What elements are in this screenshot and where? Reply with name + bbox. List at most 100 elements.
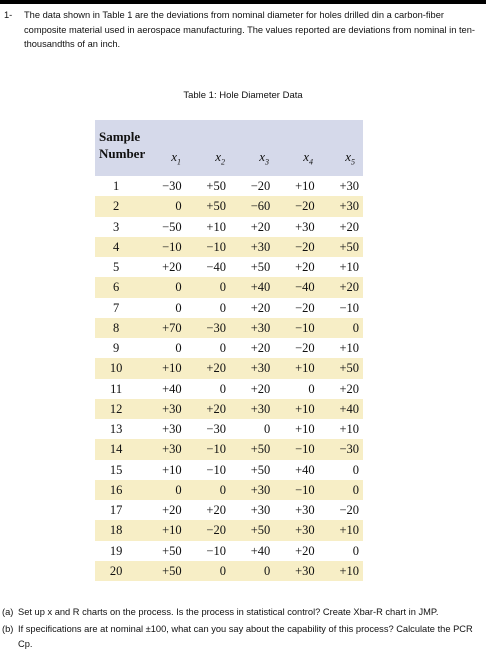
problem-text: The data shown in Table 1 are the deviat… <box>24 10 475 49</box>
table-row: 20 +50 0 0 +30 +10 <box>95 560 363 581</box>
value-cell-x5: +30 <box>339 199 359 214</box>
value-cell-x4: +30 <box>295 219 315 234</box>
value-cell-x2: +20 <box>206 401 226 416</box>
value-cell-x1: +30 <box>162 422 182 437</box>
table-row: 15 +10 −10 +50 +40 0 <box>95 460 363 480</box>
value-cell-x2: 0 <box>219 381 226 396</box>
value-cell-x4: −20 <box>295 239 315 254</box>
sample-number-cell: 3 <box>113 219 120 234</box>
column-header-x1: x1 <box>171 149 181 167</box>
value-cell-x2: 0 <box>219 482 226 497</box>
hole-diameter-table: Sample Number x1 x2 x3 x4 x5 1 −30 +50 −20 +… <box>95 120 363 581</box>
data-table: 1 −30 +50 −20 +10 +30 2 0 +50 −60 −20 +30 3 −50 +10 +20… <box>95 176 363 581</box>
table-row: 4 −10 −10 +30 −20 +50 <box>95 236 363 257</box>
table-row: 10 +10 +20 +30 +10 +50 <box>95 358 363 379</box>
value-cell-x4: −10 <box>295 320 315 335</box>
value-cell-x5: +10 <box>339 260 359 275</box>
value-cell-x2: +50 <box>206 199 226 214</box>
top-border <box>0 0 486 4</box>
problem-number: 1- <box>4 10 13 20</box>
sample-number-cell: 18 <box>109 523 123 538</box>
value-cell-x4: −10 <box>295 482 315 497</box>
table-row: 13 +30 −30 0 +10 +10 <box>95 419 363 439</box>
value-cell-x3: −60 <box>250 199 271 214</box>
value-cell-x4: +10 <box>295 422 315 437</box>
value-cell-x4: −40 <box>295 280 315 295</box>
value-cell-x3: +40 <box>250 543 271 558</box>
sample-number-cell: 17 <box>109 503 123 518</box>
value-cell-x4: −20 <box>295 300 315 315</box>
value-cell-x4: +30 <box>295 523 315 538</box>
table-row: 7 0 0 +20 −20 −10 <box>95 298 363 318</box>
value-cell-x1: 0 <box>175 482 182 497</box>
value-cell-x4: +10 <box>295 179 315 194</box>
sample-number-cell: 15 <box>109 462 123 477</box>
value-cell-x5: +50 <box>339 239 359 254</box>
column-header-x3: x3 <box>259 149 269 167</box>
sample-number-cell: 10 <box>109 361 123 376</box>
value-cell-x5: +10 <box>339 341 359 356</box>
value-cell-x4: −20 <box>295 199 315 214</box>
value-cell-x5: +20 <box>339 381 359 396</box>
value-cell-x3: 0 <box>264 422 271 437</box>
value-cell-x4: −10 <box>295 442 315 457</box>
value-cell-x4: +10 <box>295 401 315 416</box>
value-cell-x1: +70 <box>162 320 182 335</box>
sample-number-cell: 13 <box>109 422 123 437</box>
value-cell-x5: +20 <box>339 219 359 234</box>
table-row: 12 +30 +20 +30 +10 +40 <box>95 398 363 419</box>
value-cell-x4: +40 <box>295 462 315 477</box>
question-b: (b) If specifications are at nominal ±10… <box>2 622 482 651</box>
value-cell-x2: −30 <box>206 422 226 437</box>
value-cell-x2: −10 <box>206 543 226 558</box>
value-cell-x5: −20 <box>339 503 359 518</box>
value-cell-x3: +20 <box>250 381 271 396</box>
value-cell-x2: 0 <box>219 341 226 356</box>
table-row: 19 +50 −10 +40 +20 0 <box>95 541 363 561</box>
sample-number-cell: 14 <box>109 442 123 457</box>
value-cell-x1: +10 <box>162 523 182 538</box>
value-cell-x3: +50 <box>250 523 271 538</box>
sample-number-cell: 9 <box>113 341 120 356</box>
value-cell-x3: +30 <box>250 503 271 518</box>
value-cell-x1: +30 <box>162 442 182 457</box>
sample-number-cell: 16 <box>109 482 123 497</box>
value-cell-x3: −20 <box>250 179 271 194</box>
value-cell-x2: −10 <box>206 462 226 477</box>
problem-statement: 1- The data shown in Table 1 are the dev… <box>4 8 480 52</box>
value-cell-x2: 0 <box>219 280 226 295</box>
value-cell-x1: −30 <box>162 179 182 194</box>
value-cell-x3: +30 <box>250 401 271 416</box>
value-cell-x4: +30 <box>295 563 315 578</box>
value-cell-x3: +50 <box>250 462 271 477</box>
question-a: (a) Set up x and R charts on the process… <box>2 605 482 619</box>
table-row: 18 +10 −20 +50 +30 +10 <box>95 520 363 541</box>
table-row: 5 +20 −40 +50 +20 +10 <box>95 257 363 277</box>
value-cell-x5: +40 <box>339 401 359 416</box>
sample-number-cell: 4 <box>113 239 120 254</box>
value-cell-x2: −10 <box>206 442 226 457</box>
value-cell-x5: 0 <box>352 320 359 335</box>
value-cell-x4: −20 <box>295 341 315 356</box>
question-label: (a) <box>2 607 14 617</box>
table-caption: Table 1: Hole Diameter Data <box>183 90 303 101</box>
value-cell-x5: +50 <box>339 361 359 376</box>
value-cell-x1: +50 <box>162 543 182 558</box>
column-header-x5: x5 <box>345 149 355 167</box>
value-cell-x3: 0 <box>264 563 271 578</box>
sample-number-cell: 1 <box>113 179 120 194</box>
value-cell-x1: +40 <box>162 381 182 396</box>
value-cell-x2: +10 <box>206 219 226 234</box>
table-row: 8 +70 −30 +30 −10 0 <box>95 317 363 338</box>
value-cell-x1: 0 <box>175 199 182 214</box>
value-cell-x4: +30 <box>295 503 315 518</box>
value-cell-x2: 0 <box>219 300 226 315</box>
sample-number-header: Sample Number <box>99 128 145 162</box>
value-cell-x5: −10 <box>339 300 359 315</box>
value-cell-x3: +30 <box>250 320 271 335</box>
value-cell-x2: 0 <box>219 563 226 578</box>
value-cell-x3: +20 <box>250 219 271 234</box>
question-text: If specifications are at nominal ±100, w… <box>18 624 473 649</box>
question-text: Set up x and R charts on the process. Is… <box>18 607 439 617</box>
value-cell-x5: +10 <box>339 563 359 578</box>
